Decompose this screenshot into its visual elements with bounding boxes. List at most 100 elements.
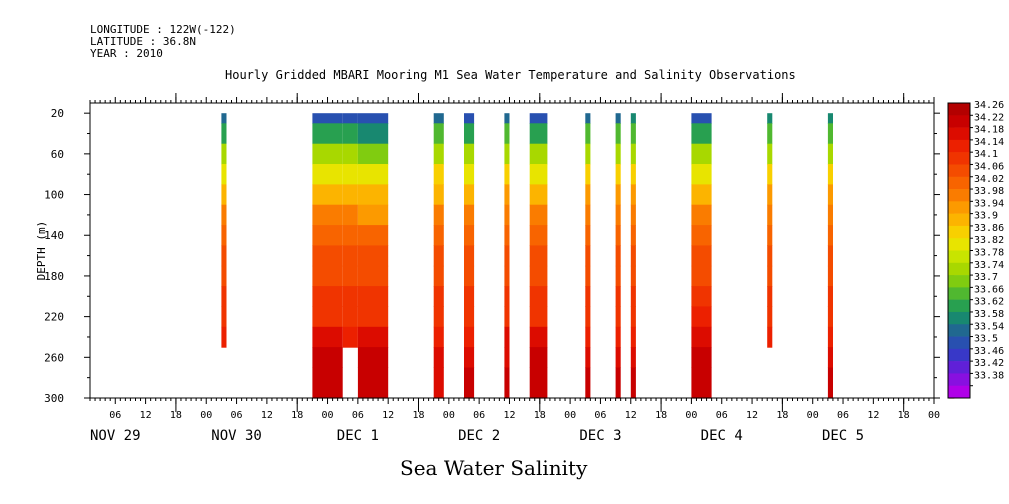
salinity-cell	[504, 286, 510, 307]
salinity-cell	[615, 204, 621, 226]
colorbar-tick-label: 34.14	[974, 137, 1004, 148]
salinity-cell	[630, 367, 636, 399]
salinity-cell	[357, 265, 389, 287]
x-hour-tick-label: 18	[534, 410, 546, 421]
salinity-cell	[433, 164, 444, 185]
salinity-cell	[585, 184, 591, 206]
x-hour-tick-label: 06	[109, 410, 121, 421]
salinity-cell	[615, 143, 621, 165]
salinity-cell	[615, 265, 621, 287]
salinity-cell	[529, 347, 548, 368]
colorbar-swatch	[948, 275, 970, 288]
salinity-cell	[342, 245, 358, 267]
salinity-cell	[529, 184, 548, 206]
salinity-cell	[767, 143, 773, 165]
salinity-cell	[767, 326, 773, 348]
salinity-cell	[615, 225, 621, 246]
salinity-cell	[529, 143, 548, 165]
colorbar-swatch	[948, 311, 970, 325]
salinity-cell	[827, 164, 833, 185]
colorbar-tick-label: 34.02	[974, 174, 1004, 185]
colorbar-tick-label: 33.78	[974, 248, 1004, 259]
salinity-cell	[585, 143, 591, 165]
colorbar-tick-label: 34.26	[974, 100, 1004, 111]
salinity-cell	[312, 265, 343, 287]
salinity-cell	[529, 204, 548, 226]
salinity-cell	[585, 164, 591, 185]
salinity-cell	[433, 143, 444, 165]
x-hour-tick-label: 12	[746, 410, 758, 421]
salinity-cell	[312, 164, 343, 185]
x-hour-tick-label: 12	[503, 410, 515, 421]
salinity-cell	[827, 367, 833, 399]
colorbar-swatch	[948, 361, 970, 374]
salinity-cell	[221, 204, 227, 226]
salinity-cell	[464, 143, 475, 165]
salinity-cell	[630, 113, 636, 124]
salinity-cell	[585, 123, 591, 145]
salinity-cell	[529, 265, 548, 287]
salinity-cell	[585, 347, 591, 368]
salinity-cell	[464, 164, 475, 185]
salinity-cell	[221, 326, 227, 348]
salinity-cell	[221, 164, 227, 185]
salinity-cell	[464, 286, 475, 307]
salinity-cell	[691, 326, 712, 348]
salinity-cell	[827, 143, 833, 165]
salinity-cell	[827, 184, 833, 206]
x-day-label: NOV 30	[211, 428, 262, 444]
colorbar-tick-label: 33.86	[974, 223, 1004, 234]
salinity-cell	[357, 347, 389, 368]
salinity-cell	[630, 204, 636, 226]
colorbar-swatch	[948, 385, 970, 399]
salinity-cell	[342, 123, 358, 145]
salinity-cell	[691, 306, 712, 328]
salinity-cell	[357, 225, 389, 246]
colorbar-tick-label: 33.5	[974, 334, 998, 345]
salinity-cell	[221, 143, 227, 165]
colorbar-swatch	[948, 262, 970, 276]
colorbar-swatch	[948, 348, 970, 362]
salinity-cell	[433, 184, 444, 206]
salinity-cell	[342, 143, 358, 165]
salinity-cell	[357, 286, 389, 307]
x-hour-tick-label: 18	[776, 410, 788, 421]
x-hour-tick-label: 06	[231, 410, 243, 421]
salinity-cell	[615, 245, 621, 267]
y-tick-label: 260	[44, 351, 64, 364]
salinity-cell	[464, 204, 475, 226]
salinity-cell	[464, 245, 475, 267]
colorbar-swatch	[948, 213, 970, 227]
salinity-cell	[357, 164, 389, 185]
salinity-cell	[342, 204, 358, 226]
salinity-cell	[827, 286, 833, 307]
salinity-cell	[464, 123, 475, 145]
colorbar-tick-label: 33.62	[974, 297, 1004, 308]
x-hour-tick-label: 00	[443, 410, 455, 421]
x-hour-tick-label: 00	[322, 410, 334, 421]
salinity-cell	[504, 326, 510, 348]
salinity-cell	[464, 225, 475, 246]
salinity-cell	[504, 306, 510, 328]
salinity-cell	[357, 326, 389, 348]
colorbar-swatch	[948, 139, 970, 153]
salinity-cell	[312, 184, 343, 206]
salinity-cell	[691, 113, 712, 124]
colorbar-swatch	[948, 164, 970, 178]
salinity-cell	[342, 306, 358, 328]
salinity-cell	[827, 306, 833, 328]
salinity-cell	[691, 265, 712, 287]
x-hour-tick-label: 18	[412, 410, 424, 421]
colorbar-swatch	[948, 189, 970, 202]
salinity-cell	[630, 265, 636, 287]
salinity-cell	[767, 164, 773, 185]
salinity-cell	[630, 347, 636, 368]
salinity-cell	[464, 265, 475, 287]
salinity-cell	[529, 225, 548, 246]
salinity-cell	[433, 245, 444, 267]
salinity-cell	[464, 367, 475, 399]
salinity-cell	[691, 245, 712, 267]
salinity-cell	[221, 306, 227, 328]
salinity-cell	[827, 225, 833, 246]
salinity-cell	[433, 265, 444, 287]
